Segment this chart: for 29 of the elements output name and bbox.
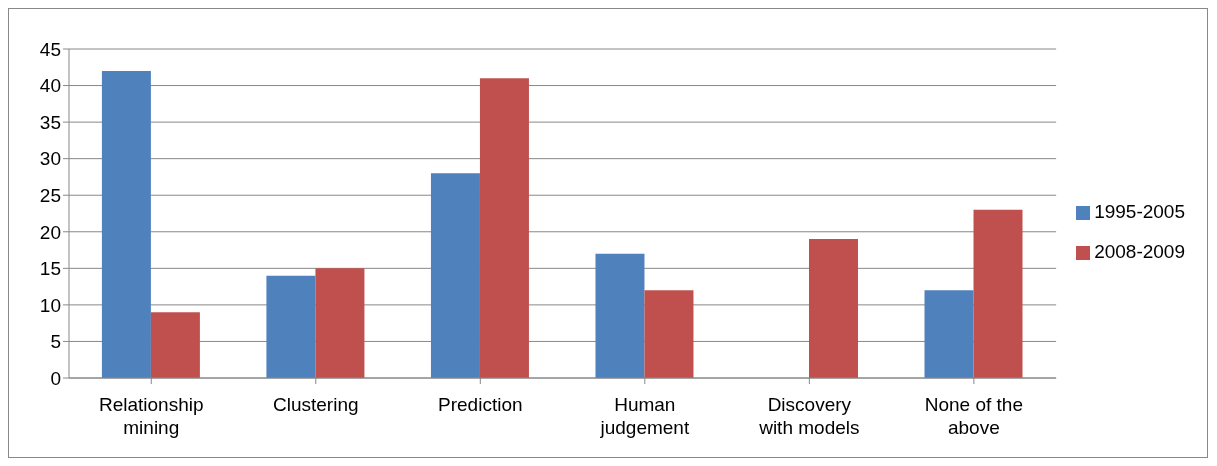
bar [973,209,1023,378]
bar [924,290,974,378]
bar [430,173,480,378]
bar [101,70,151,378]
x-tick-label: Discovery with models [758,394,860,438]
bar [595,253,645,378]
legend-label: 1995-2005 [1094,201,1185,222]
bar [150,312,200,378]
y-tick-label: 15 [39,258,61,280]
bar [315,268,365,378]
bar [479,78,529,378]
x-tick-label: Prediction [438,394,523,416]
y-tick-label: 20 [39,221,61,243]
y-tick-label: 25 [39,184,61,206]
x-tick-label: Relationship mining [98,394,204,438]
x-tick-label: None of the above [924,394,1023,438]
x-tick-label: Human judgement [599,394,690,438]
y-tick-label: 0 [50,367,61,389]
x-tick-label: Clustering [273,394,359,416]
y-tick-label: 40 [39,75,61,97]
y-tick-label: 35 [39,111,61,133]
bar [644,290,694,378]
y-tick-label: 45 [39,38,61,60]
y-tick-label: 30 [39,148,61,170]
y-tick-label: 10 [39,294,61,316]
y-tick-label: 5 [50,331,61,353]
bar [808,239,858,378]
bar [266,275,316,378]
legend-label: 2008-2009 [1094,241,1185,262]
